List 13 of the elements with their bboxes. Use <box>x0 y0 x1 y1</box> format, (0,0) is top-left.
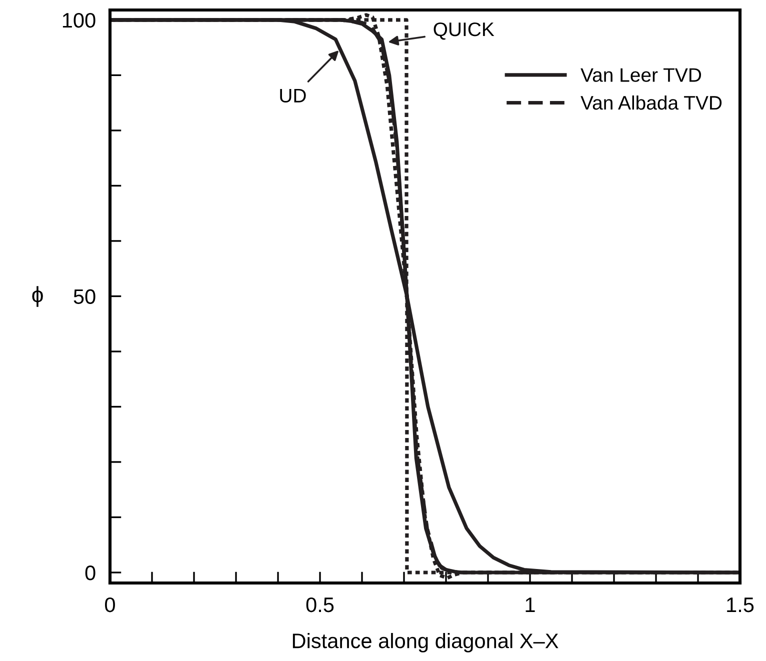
x-axis-title: Distance along diagonal X–X <box>292 632 558 652</box>
y-tick-label: 50 <box>74 289 96 304</box>
x-tick-label: 0.5 <box>306 597 334 612</box>
y-tick-label: 100 <box>62 12 96 28</box>
annotation: QUICK <box>434 22 494 40</box>
annotation: UD <box>280 88 306 103</box>
y-tick-label: 0 <box>85 566 96 580</box>
x-tick-label: 1.5 <box>727 598 754 612</box>
x-tick-label: 1 <box>526 598 535 612</box>
x-tick-label: 0 <box>105 597 115 612</box>
y-axis-title: ϕ <box>32 286 43 307</box>
legend-label: Van Albada TVD <box>580 95 722 110</box>
legend-label: Van Leer TVD <box>580 68 702 82</box>
